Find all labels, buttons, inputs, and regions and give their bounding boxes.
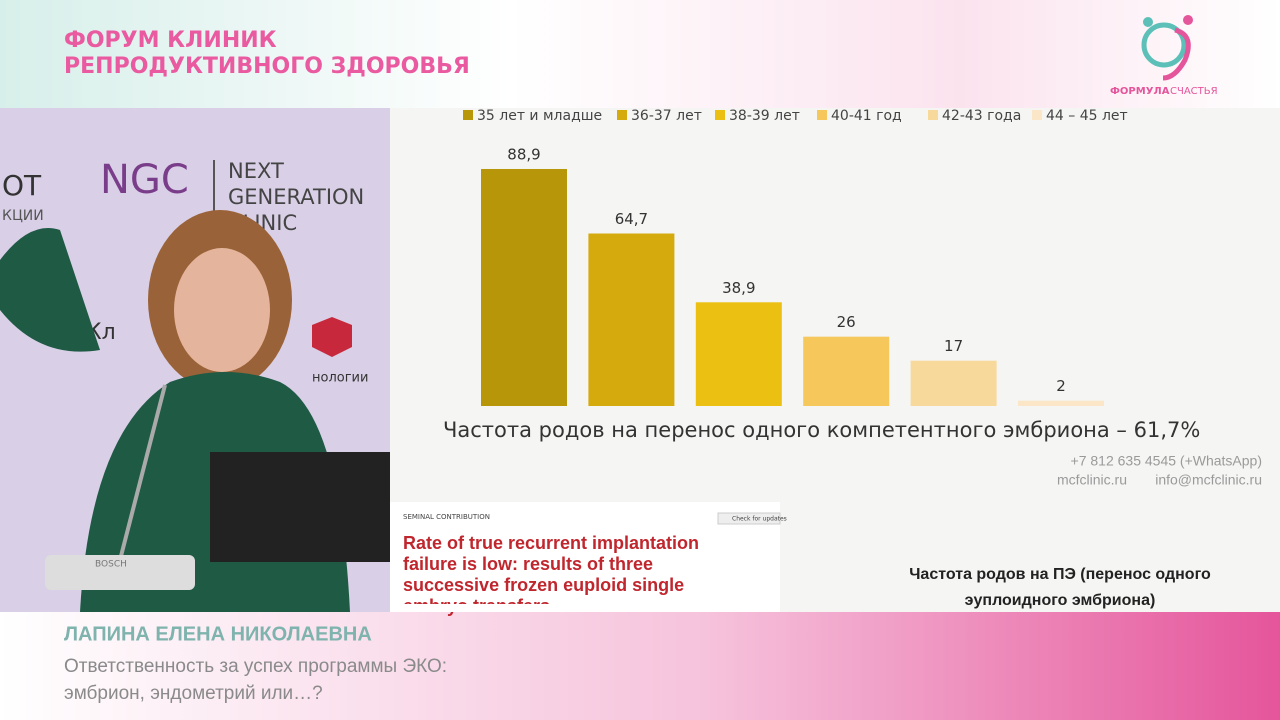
paper-badge: Check for updates (732, 516, 787, 523)
banner-text: GENERATION (228, 185, 364, 209)
legend-label: 42-43 года (942, 108, 1021, 124)
legend-swatch (617, 110, 627, 120)
value-label: 26 (837, 313, 856, 331)
contact-phone: +7 812 635 4545 (+WhatsApp) (1071, 453, 1262, 469)
footer-bg (0, 612, 1280, 720)
header-bg (0, 0, 1280, 108)
legend-swatch (817, 110, 827, 120)
bar (1018, 400, 1104, 406)
bar (481, 168, 567, 406)
legend-label: 40-41 год (831, 108, 902, 124)
legend-label: 36-37 лет (631, 108, 702, 124)
header-title: РЕПРОДУКТИВНОГО ЗДОРОВЬЯ (64, 54, 470, 79)
talk-topic: эмбрион, эндометрий или…? (64, 683, 323, 704)
banner-text: КЦИИ (2, 208, 44, 224)
legend-label: 38-39 лет (729, 108, 800, 124)
bar (588, 233, 675, 406)
banner-text: NGC (100, 157, 189, 203)
video: NGC NEXT GENERATION CLINIC ОТ КЦИИ Кл но… (0, 108, 390, 612)
legend-swatch (463, 110, 473, 120)
mic-brand: BOSCH (95, 560, 127, 570)
banner-text: нологии (312, 371, 368, 386)
legend-label: 44 – 45 лет (1046, 108, 1128, 124)
slide-note: Частота родов на ПЭ (перенос одного (909, 566, 1211, 583)
legend-swatch (1032, 110, 1042, 120)
legend-label: 35 лет и младше (477, 108, 602, 124)
value-label: 38,9 (722, 279, 755, 297)
bar (695, 302, 782, 406)
slide-note: эуплоидного эмбриона) (965, 592, 1156, 609)
legend-swatch (928, 110, 938, 120)
banner-text: NEXT (228, 159, 284, 183)
speaker-name: ЛАПИНА ЕЛЕНА НИКОЛАЕВНА (64, 623, 372, 645)
paper-clip (390, 604, 780, 612)
bar (803, 336, 890, 406)
paper-title: successive frozen euploid single (403, 575, 684, 595)
value-label: 17 (944, 337, 963, 355)
banner-text: ОТ (2, 169, 42, 202)
bar-chart: 35 лет и младше 88,9 36-37 лет 64,7 38-39 ле… (463, 108, 1128, 406)
contact-email: info@mcfclinic.ru (1155, 472, 1262, 488)
logo-text: СЧАСТЬЯ (1170, 86, 1218, 97)
contact-site: mcfclinic.ru (1057, 472, 1127, 488)
logo: ФОРМУЛА СЧАСТЬЯ (1110, 15, 1218, 97)
bar (910, 360, 997, 406)
chart-caption: Частота родов на перенос одного компетен… (443, 418, 1200, 442)
paper-section: SEMINAL CONTRIBUTION (403, 513, 490, 521)
paper-title: Rate of true recurrent implantation (403, 533, 699, 553)
header-title: ФОРУМ КЛИНИК (64, 28, 277, 53)
paper-title: failure is low: results of three (403, 554, 653, 574)
value-label: 88,9 (507, 145, 540, 163)
talk-topic: Ответственность за успех программы ЭКО: (64, 656, 447, 677)
value-label: 64,7 (615, 210, 648, 228)
value-label: 2 (1056, 377, 1066, 395)
paper-snippet: SEMINAL CONTRIBUTION Check for updates R… (390, 502, 787, 616)
logo-text: ФОРМУЛА (1110, 86, 1170, 97)
legend-swatch (715, 110, 725, 120)
